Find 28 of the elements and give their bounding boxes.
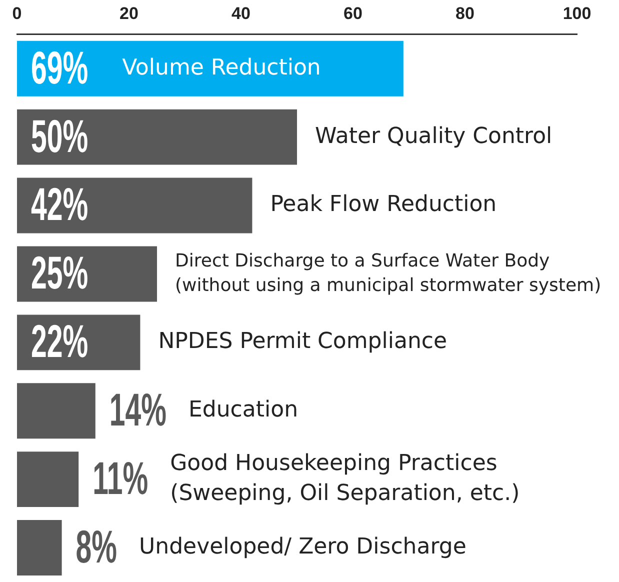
data-label: 50% — [31, 110, 88, 163]
y-tick-label: Water Quality Control — [315, 124, 552, 149]
y-tick-label: Direct Discharge to a Surface Water Body (without using a municipal stormwater system) — [175, 250, 602, 296]
y-tick-label: Undeveloped/ Zero Discharge — [139, 534, 466, 560]
bar — [17, 178, 252, 234]
data-label: 42% — [31, 179, 88, 232]
x-tick-label: 20 — [120, 4, 138, 23]
data-label: 69% — [31, 42, 88, 94]
y-tick-label: Volume Reduction — [122, 55, 321, 80]
data-label: 25% — [31, 248, 88, 300]
data-label: 22% — [31, 316, 88, 368]
bar — [17, 452, 79, 508]
bar — [17, 109, 297, 165]
bar — [17, 520, 62, 576]
y-tick-label: Education — [188, 398, 298, 423]
data-label: 8% — [76, 522, 118, 574]
bar — [17, 40, 404, 96]
x-tick-label: 0 — [12, 4, 22, 23]
x-tick-label: 60 — [344, 4, 362, 23]
x-tick-label: 80 — [456, 4, 474, 23]
y-tick-label: Good Housekeeping Practices (Sweeping, Oil Separation, etc.) — [170, 451, 520, 506]
bar — [17, 383, 96, 439]
data-label: 11% — [92, 453, 148, 505]
data-label: 14% — [109, 384, 166, 436]
y-tick-label: Peak Flow Reduction — [270, 192, 497, 218]
x-tick-label: 40 — [232, 4, 250, 23]
x-tick-label: 100 — [562, 4, 592, 23]
y-tick-label: NPDES Permit Compliance — [158, 329, 448, 354]
